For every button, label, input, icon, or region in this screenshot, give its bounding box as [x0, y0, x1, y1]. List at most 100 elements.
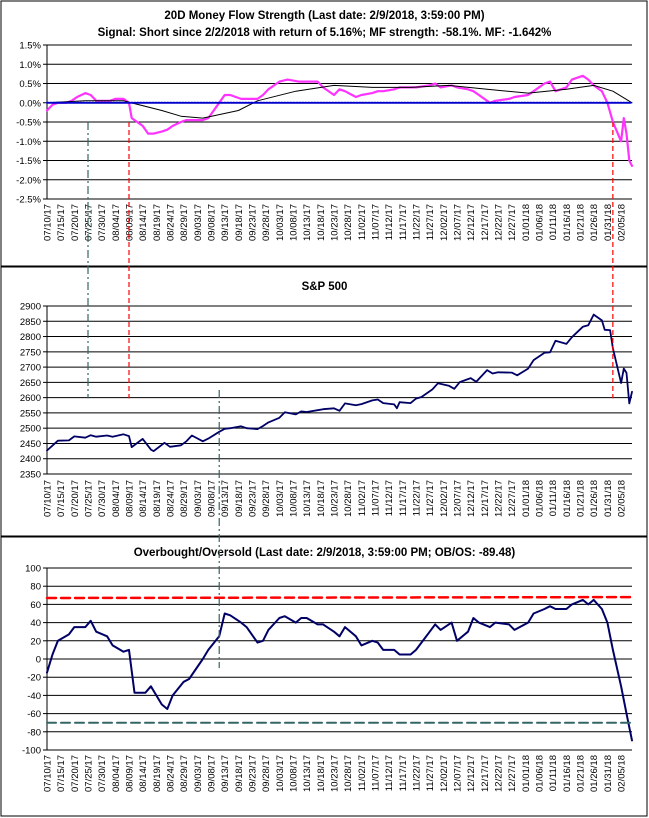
x-tick-label: 11/27/17 [425, 204, 436, 240]
x-tick-label: 11/02/17 [357, 755, 368, 791]
x-tick-label: 12/07/17 [453, 755, 464, 792]
x-tick-label: 01/11/18 [548, 204, 559, 240]
x-tick-label: 12/02/17 [439, 755, 450, 792]
x-tick-label: 01/31/18 [603, 755, 614, 792]
x-tick-label: 09/28/17 [261, 480, 272, 517]
x-tick-label: 12/12/17 [466, 755, 477, 792]
x-tick-label: 10/28/17 [343, 480, 354, 517]
overbought-threshold-line [45, 595, 634, 600]
x-tick-label: 08/24/17 [166, 755, 177, 792]
chart-panel-2: S&P 500 2350 2400 2450 2500 2550 2600 2650 2700 2… [20, 281, 633, 517]
sp500-price-line [46, 313, 633, 453]
chart-title: Overbought/Oversold (Last date: 2/9/2018… [134, 547, 516, 559]
y-tick-label: -20 [27, 673, 41, 684]
y-tick-label: -0.5% [16, 118, 41, 129]
x-tick-label: 10/03/17 [275, 755, 286, 792]
y-tick-label: 0 [36, 655, 41, 666]
x-tick-label: 11/02/17 [357, 480, 368, 516]
x-tick-label: 01/16/18 [562, 204, 573, 241]
x-tick-label: 08/09/17 [125, 480, 136, 517]
x-tick-label: 01/26/18 [589, 755, 600, 792]
y-tick-label: 60 [30, 600, 41, 611]
y-tick-label: -2.0% [16, 175, 41, 186]
x-tick-label: 11/22/17 [412, 755, 423, 791]
x-tick-label: 12/27/17 [507, 204, 518, 241]
x-tick-label: 08/09/17 [125, 204, 136, 241]
x-tick-label: 10/28/17 [343, 755, 354, 792]
x-tick-label: 07/30/17 [97, 755, 108, 792]
x-tick-label: 07/10/17 [43, 755, 54, 792]
x-tick-label: 10/03/17 [275, 204, 286, 241]
x-tick-label: 07/15/17 [56, 204, 67, 241]
x-tick-label: 08/14/17 [138, 755, 149, 792]
x-tick-label: 07/25/17 [84, 480, 95, 517]
x-tick-label: 10/18/17 [316, 755, 327, 792]
x-tick-label: 07/20/17 [70, 204, 81, 241]
y-tick-label: -2.5% [16, 195, 41, 206]
x-tick-label: 11/27/17 [425, 755, 436, 791]
x-tick-label: 10/13/17 [302, 480, 313, 517]
x-tick-label: 10/23/17 [330, 204, 341, 241]
x-tick-label: 11/07/17 [371, 204, 382, 240]
x-tick-label: 01/21/18 [576, 204, 587, 241]
x-tick-label: 07/15/17 [56, 480, 67, 517]
x-tick-label: 01/01/18 [521, 204, 532, 241]
y-tick-label: 2650 [20, 378, 41, 389]
x-tick-label: 02/05/18 [617, 204, 628, 241]
x-tick-label: 11/02/17 [357, 204, 368, 240]
x-tick-label: 01/16/18 [562, 480, 573, 517]
x-tick-label: 01/06/18 [535, 204, 546, 241]
x-tick-label: 12/17/17 [480, 480, 491, 517]
y-tick-label: 100 [25, 564, 41, 575]
x-tick-label: 09/08/17 [207, 480, 218, 517]
x-tick-label: 11/22/17 [412, 204, 423, 240]
x-tick-label: 08/29/17 [179, 480, 190, 517]
x-tick-label: 01/31/18 [603, 204, 614, 241]
x-tick-label: 10/18/17 [316, 480, 327, 517]
x-tick-label: 08/24/17 [166, 204, 177, 241]
x-tick-label: 10/08/17 [289, 480, 300, 517]
x-tick-label: 12/22/17 [494, 755, 505, 792]
chart-subtitle: Signal: Short since 2/2/2018 with return… [98, 27, 552, 39]
x-tick-label: 12/02/17 [439, 204, 450, 241]
x-tick-label: 08/14/17 [138, 204, 149, 241]
x-tick-label: 11/17/17 [398, 755, 409, 791]
y-tick-label: 1.0% [19, 60, 41, 71]
x-tick-label: 08/14/17 [138, 480, 149, 517]
x-tick-label: 01/01/18 [521, 480, 532, 517]
x-tick-label: 11/22/17 [412, 480, 423, 516]
panel-frame-2 [0, 266, 648, 537]
x-tick-label: 07/30/17 [97, 204, 108, 241]
x-tick-label: 07/20/17 [70, 755, 81, 792]
x-tick-label: 09/28/17 [261, 755, 272, 792]
x-tick-label: 11/27/17 [425, 480, 436, 516]
x-tick-label: 01/21/18 [576, 480, 587, 517]
x-tick-label: 08/19/17 [152, 480, 163, 517]
x-tick-label: 01/06/18 [535, 755, 546, 792]
x-tick-label: 12/17/17 [480, 755, 491, 792]
y-tick-label: 40 [30, 618, 41, 629]
y-tick-label: 2350 [20, 470, 41, 481]
x-tick-label: 09/23/17 [248, 480, 259, 517]
chart-panel-1: 20D Money Flow Strength (Last date: 2/9/… [16, 10, 634, 241]
x-tick-label: 11/12/17 [384, 204, 395, 240]
x-tick-label: 09/23/17 [248, 755, 259, 792]
x-tick-label: 07/20/17 [70, 480, 81, 517]
x-tick-label: 12/12/17 [466, 480, 477, 517]
x-tick-label: 08/19/17 [152, 204, 163, 241]
y-tick-label: 2850 [20, 317, 41, 328]
x-tick-label: 08/29/17 [179, 755, 190, 792]
y-tick-label: 0.0% [19, 98, 41, 109]
x-tick-label: 11/07/17 [371, 480, 382, 516]
x-tick-label: 10/23/17 [330, 755, 341, 792]
chart-title: 20D Money Flow Strength (Last date: 2/9/… [164, 10, 484, 22]
x-tick-label: 11/12/17 [384, 480, 395, 516]
x-tick-label: 12/27/17 [507, 755, 518, 792]
y-tick-label: 2550 [20, 408, 41, 419]
x-tick-label: 01/31/18 [603, 480, 614, 517]
x-tick-label: 12/27/17 [507, 480, 518, 517]
y-tick-label: 2700 [20, 363, 41, 374]
x-tick-label: 11/17/17 [398, 480, 409, 516]
x-tick-label: 09/18/17 [234, 204, 245, 241]
x-tick-label: 09/23/17 [248, 204, 259, 241]
